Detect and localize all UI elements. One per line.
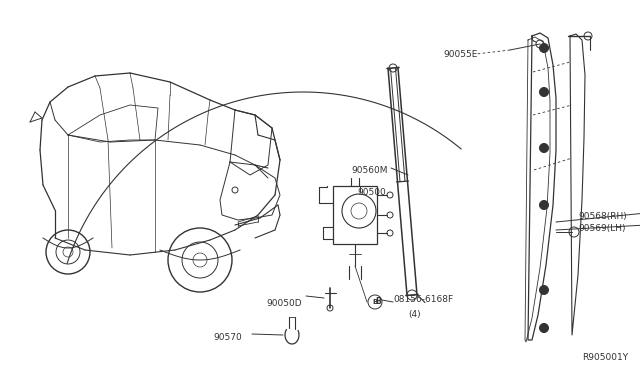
Circle shape — [540, 144, 548, 153]
Circle shape — [540, 87, 548, 96]
Text: 90570: 90570 — [213, 334, 242, 343]
Circle shape — [540, 324, 548, 333]
Text: B: B — [372, 299, 378, 305]
Text: R905001Y: R905001Y — [582, 353, 628, 362]
Text: 90500: 90500 — [357, 187, 386, 196]
Text: B: B — [375, 298, 381, 307]
Text: 90568(RH): 90568(RH) — [578, 212, 627, 221]
Text: 90055E: 90055E — [444, 49, 478, 58]
Text: 90050D: 90050D — [266, 299, 302, 308]
Text: 90560M: 90560M — [351, 166, 388, 174]
Circle shape — [540, 201, 548, 209]
Text: 90569(LH): 90569(LH) — [578, 224, 625, 232]
Circle shape — [540, 44, 548, 52]
Text: 08156-6168F: 08156-6168F — [393, 295, 453, 305]
Text: (4): (4) — [408, 310, 420, 318]
Circle shape — [540, 285, 548, 295]
